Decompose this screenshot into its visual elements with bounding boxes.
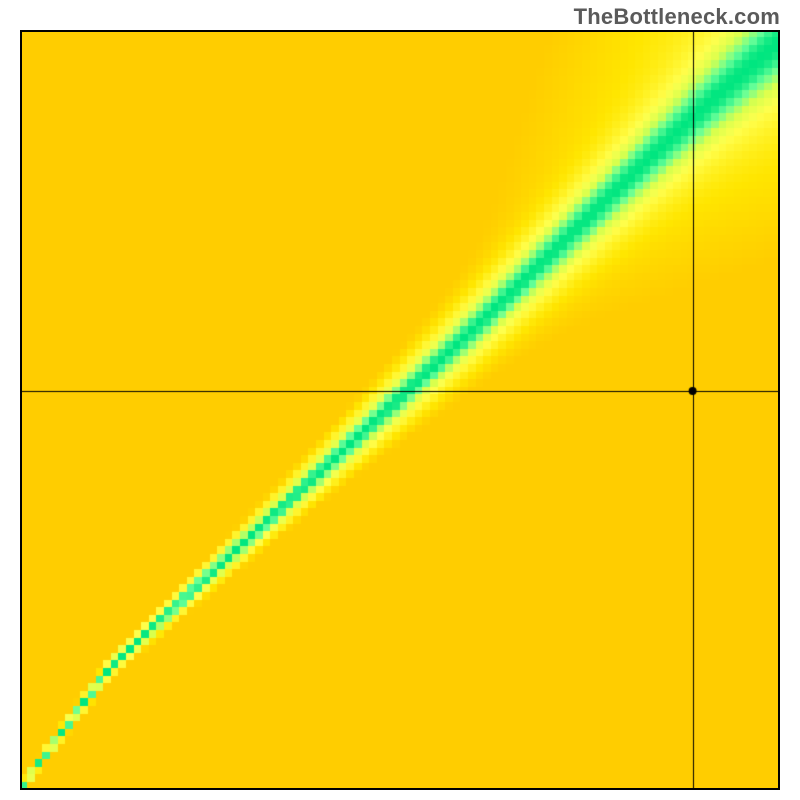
brand-label: TheBottleneck.com — [574, 4, 780, 30]
bottleneck-heatmap — [20, 30, 780, 790]
